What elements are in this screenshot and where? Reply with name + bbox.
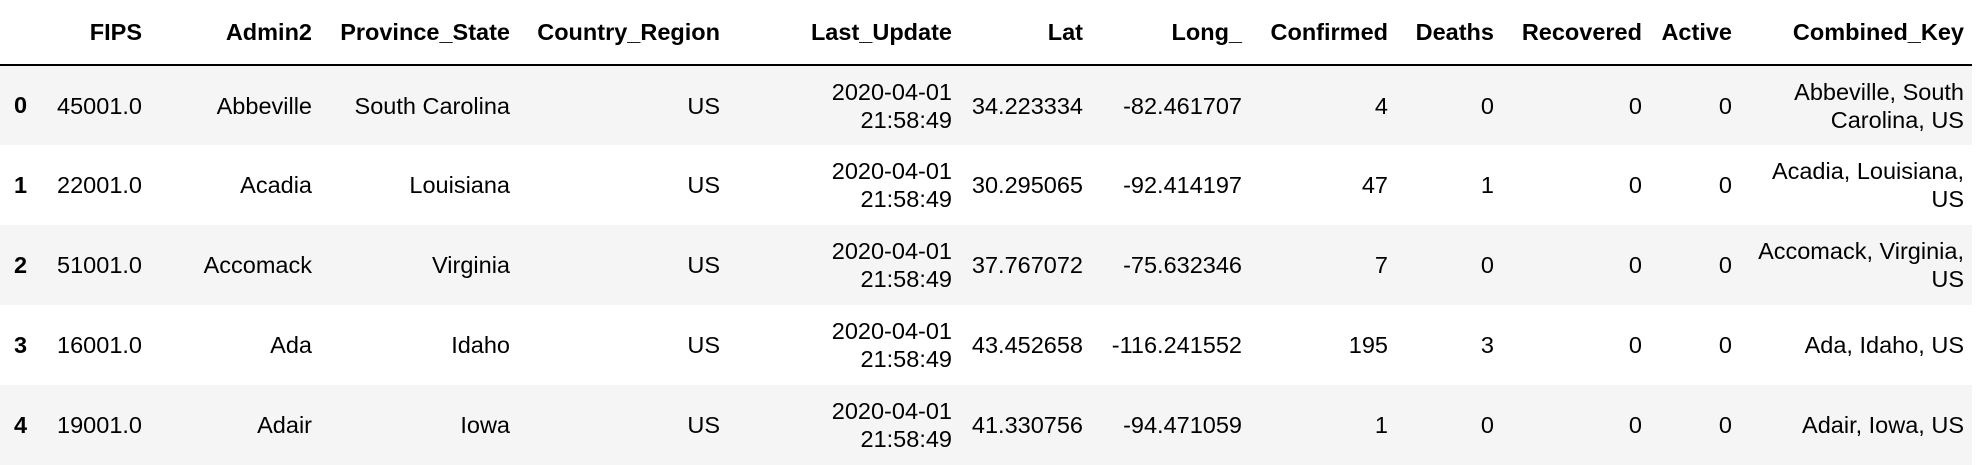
cell-combined-key: Adair, Iowa, US	[1802, 412, 1964, 438]
cell-combined-key: Accomack, Virginia, US	[1758, 238, 1964, 292]
row-index: 3	[14, 331, 28, 358]
cell-active: 0	[1718, 252, 1732, 278]
row-index: 1	[14, 171, 28, 198]
cell-admin2: Accomack	[203, 252, 312, 278]
cell-country-region: US	[687, 92, 720, 119]
column-header-confirmed: Confirmed	[1250, 0, 1396, 66]
cell-lat: 30.295065	[971, 172, 1083, 198]
table-row: 3 16001.0 Ada Idaho US 2020-04-01 21:58:…	[0, 305, 1972, 385]
table-row: 0 45001.0 Abbeville South Carolina US 20…	[0, 65, 1972, 145]
row-index: 2	[14, 251, 28, 278]
cell-province-state: Louisiana	[409, 172, 510, 198]
cell-recovered: 0	[1628, 252, 1642, 278]
cell-confirmed: 47	[1361, 172, 1388, 198]
cell-province-state: Iowa	[460, 412, 510, 438]
cell-country-region: US	[687, 332, 720, 358]
cell-long: -94.471059	[1123, 412, 1242, 438]
cell-lat: 34.223334	[971, 92, 1083, 119]
cell-long: -75.632346	[1123, 252, 1242, 278]
cell-active: 0	[1718, 172, 1732, 198]
cell-deaths: 3	[1480, 332, 1494, 358]
cell-lat: 43.452658	[971, 332, 1083, 358]
column-header-last-update: Last_Update	[728, 0, 960, 66]
cell-deaths: 1	[1480, 172, 1494, 198]
header-row: FIPS Admin2 Province_State Country_Regio…	[0, 0, 1972, 66]
cell-last-update: 2020-04-01 21:58:49	[831, 78, 952, 133]
cell-deaths: 0	[1480, 92, 1494, 119]
cell-combined-key: Ada, Idaho, US	[1804, 332, 1964, 358]
cell-fips: 16001.0	[57, 332, 142, 358]
column-header-long: Long_	[1091, 0, 1250, 66]
cell-combined-key: Abbeville, South Carolina, US	[1794, 78, 1964, 133]
cell-deaths: 0	[1480, 412, 1494, 438]
cell-province-state: Virginia	[432, 252, 510, 278]
column-header-admin2: Admin2	[150, 0, 320, 66]
cell-confirmed: 4	[1374, 92, 1388, 119]
cell-country-region: US	[687, 252, 720, 278]
cell-long: -116.241552	[1111, 332, 1242, 358]
cell-admin2: Adair	[257, 412, 312, 438]
cell-admin2: Acadia	[240, 172, 312, 198]
cell-long: -82.461707	[1123, 92, 1242, 119]
column-header-fips: FIPS	[40, 0, 150, 66]
cell-admin2: Ada	[270, 332, 312, 358]
cell-deaths: 0	[1480, 252, 1494, 278]
cell-fips: 19001.0	[57, 412, 142, 438]
column-header-recovered: Recovered	[1502, 0, 1650, 66]
table-row: 1 22001.0 Acadia Louisiana US 2020-04-01…	[0, 145, 1972, 225]
cell-recovered: 0	[1628, 92, 1642, 119]
table-row: 4 19001.0 Adair Iowa US 2020-04-01 21:58…	[0, 385, 1972, 465]
cell-last-update: 2020-04-01 21:58:49	[831, 158, 952, 212]
cell-confirmed: 1	[1374, 412, 1388, 438]
cell-province-state: Idaho	[451, 332, 510, 358]
cell-long: -92.414197	[1123, 172, 1242, 198]
cell-recovered: 0	[1628, 332, 1642, 358]
cell-active: 0	[1718, 92, 1732, 119]
cell-active: 0	[1718, 332, 1732, 358]
column-header-province-state: Province_State	[320, 0, 518, 66]
cell-lat: 41.330756	[971, 412, 1083, 438]
cell-fips: 51001.0	[57, 252, 142, 278]
cell-active: 0	[1718, 412, 1732, 438]
cell-last-update: 2020-04-01 21:58:49	[831, 238, 952, 292]
column-header-deaths: Deaths	[1396, 0, 1502, 66]
cell-recovered: 0	[1628, 412, 1642, 438]
cell-last-update: 2020-04-01 21:58:49	[831, 398, 952, 452]
index-header	[0, 0, 40, 66]
cell-last-update: 2020-04-01 21:58:49	[831, 318, 952, 372]
cell-combined-key: Acadia, Louisiana, US	[1771, 158, 1964, 212]
column-header-active: Active	[1650, 0, 1740, 66]
cell-confirmed: 7	[1374, 252, 1388, 278]
column-header-combined-key: Combined_Key	[1740, 0, 1972, 66]
cell-province-state: South Carolina	[354, 92, 510, 119]
cell-confirmed: 195	[1348, 332, 1388, 358]
column-header-country-region: Country_Region	[518, 0, 728, 66]
cell-admin2: Abbeville	[216, 92, 312, 119]
row-index: 0	[14, 92, 28, 118]
row-index: 4	[14, 411, 28, 438]
cell-country-region: US	[687, 412, 720, 438]
cell-recovered: 0	[1628, 172, 1642, 198]
cell-lat: 37.767072	[971, 252, 1083, 278]
cell-fips: 45001.0	[57, 92, 142, 119]
cell-country-region: US	[687, 172, 720, 198]
cell-fips: 22001.0	[57, 172, 142, 198]
table-row: 2 51001.0 Accomack Virginia US 2020-04-0…	[0, 225, 1972, 305]
column-header-lat: Lat	[960, 0, 1091, 66]
